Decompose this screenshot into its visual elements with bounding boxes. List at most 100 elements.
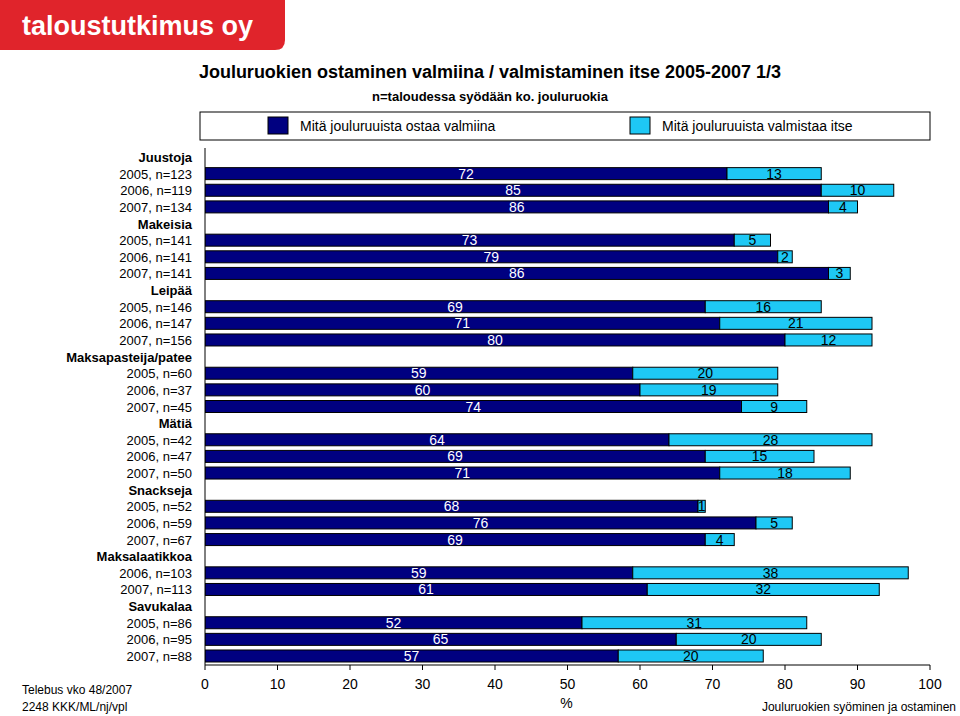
data-label: 38: [763, 565, 779, 581]
data-label: 3: [835, 265, 843, 281]
data-label: 61: [418, 581, 434, 597]
data-label: 85: [505, 182, 521, 198]
category-label: 2006, n=141: [119, 250, 192, 265]
logo-background: [0, 0, 285, 50]
x-tick-label: 60: [632, 676, 648, 692]
category-label: 2007, n=67: [127, 533, 192, 548]
data-label: 57: [404, 648, 420, 664]
category-label: 2007, n=113: [120, 582, 192, 597]
data-label: 74: [465, 399, 481, 415]
x-tick: [857, 665, 858, 670]
category-label: 2006, n=103: [119, 566, 192, 581]
category-label: 2006, n=37: [127, 383, 192, 398]
category-label: 2006, n=95: [127, 632, 192, 647]
data-label: 86: [509, 199, 525, 215]
chart: taloustutkimus oy Jouluruokien ostaminen …: [0, 0, 960, 716]
x-tick-label: 100: [918, 676, 942, 692]
data-label: 52: [386, 615, 402, 631]
x-tick-label: 30: [415, 676, 431, 692]
data-label: 15: [752, 448, 768, 464]
y-axis-line: [205, 148, 206, 665]
data-label: 12: [821, 332, 837, 348]
legend: Mitä jouluruuista ostaa valmiina Mitä jou…: [200, 112, 930, 140]
category-label: 2005, n=60: [127, 366, 192, 381]
data-label: 72: [458, 166, 474, 182]
data-label: 19: [701, 382, 717, 398]
data-labels: 7213851086473579286369167121801259206019…: [386, 166, 866, 664]
data-label: 71: [455, 315, 471, 331]
data-label: 31: [687, 615, 703, 631]
category-label: 2005, n=42: [127, 433, 192, 448]
x-tick: [350, 665, 351, 670]
data-label: 4: [716, 532, 724, 548]
data-label: 60: [415, 382, 431, 398]
x-tick: [930, 665, 931, 670]
x-tick-label: 90: [850, 676, 866, 692]
data-label: 79: [484, 249, 500, 265]
data-label: 10: [850, 182, 866, 198]
data-label: 13: [766, 166, 782, 182]
data-label: 16: [755, 299, 771, 315]
data-label: 73: [462, 232, 478, 248]
x-tick-label: 50: [560, 676, 576, 692]
x-tick: [422, 665, 423, 670]
data-label: 9: [770, 399, 778, 415]
group-label: Mätiä: [159, 416, 193, 431]
x-tick-label: 20: [342, 676, 358, 692]
data-label: 2: [781, 249, 789, 265]
data-label: 1: [698, 498, 706, 514]
x-tick: [277, 665, 278, 670]
x-tick: [495, 665, 496, 670]
group-label: Juustoja: [139, 150, 193, 165]
x-tick-label: 80: [777, 676, 793, 692]
x-axis: 0102030405060708090100: [201, 665, 942, 692]
x-tick: [640, 665, 641, 670]
data-label: 4: [839, 199, 847, 215]
category-label: 2005, n=141: [119, 233, 192, 248]
data-label: 20: [683, 648, 699, 664]
group-label: Maksalaatikkoa: [97, 549, 193, 564]
category-label: 2006, n=119: [120, 183, 192, 198]
title: Jouluruokien ostaminen valmiina / valmis…: [199, 62, 781, 82]
legend-frame: [200, 112, 930, 140]
x-axis-label: %: [560, 695, 572, 711]
x-tick-label: 10: [270, 676, 286, 692]
data-label: 5: [770, 515, 778, 531]
data-label: 68: [444, 498, 460, 514]
legend-label: Mitä jouluruuista ostaa valmiina: [300, 118, 496, 134]
data-label: 76: [473, 515, 489, 531]
footer-report: Jouluruokien syöminen ja ostaminen: [762, 700, 956, 714]
data-label: 71: [455, 465, 471, 481]
data-label: 20: [697, 365, 713, 381]
data-label: 59: [411, 365, 427, 381]
data-label: 59: [411, 565, 427, 581]
legend-swatch: [268, 117, 288, 134]
data-label: 86: [509, 265, 525, 281]
data-label: 21: [788, 315, 804, 331]
category-label: 2006, n=59: [127, 516, 192, 531]
footer-source: Telebus vko 48/2007: [22, 683, 132, 697]
category-label: 2007, n=88: [127, 649, 192, 664]
category-label: 2005, n=146: [119, 300, 192, 315]
data-label: 64: [429, 432, 445, 448]
category-label: 2005, n=86: [127, 616, 192, 631]
x-tick-label: 70: [705, 676, 721, 692]
category-label: 2007, n=141: [119, 266, 192, 281]
group-label: Snackseja: [128, 483, 192, 498]
x-tick-label: 0: [201, 676, 209, 692]
group-label: Leipää: [151, 283, 193, 298]
footer-code: 2248 KKK/ML/nj/vpl: [22, 700, 127, 714]
category-labels: Juustoja2005, n=1232006, n=1192007, n=13…: [66, 150, 193, 664]
data-label: 28: [763, 432, 779, 448]
data-label: 20: [741, 631, 757, 647]
category-label: 2007, n=50: [127, 466, 192, 481]
bars: [205, 168, 908, 662]
data-label: 69: [447, 532, 463, 548]
category-label: 2006, n=47: [127, 449, 192, 464]
data-label: 32: [755, 581, 771, 597]
data-label: 65: [433, 631, 449, 647]
legend-label: Mitä jouluruuista valmistaa itse: [662, 118, 853, 134]
subtitle: n=taloudessa syödään ko. jouluruokia: [372, 89, 609, 104]
logo: taloustutkimus oy: [22, 11, 253, 41]
category-label: 2007, n=156: [119, 333, 192, 348]
